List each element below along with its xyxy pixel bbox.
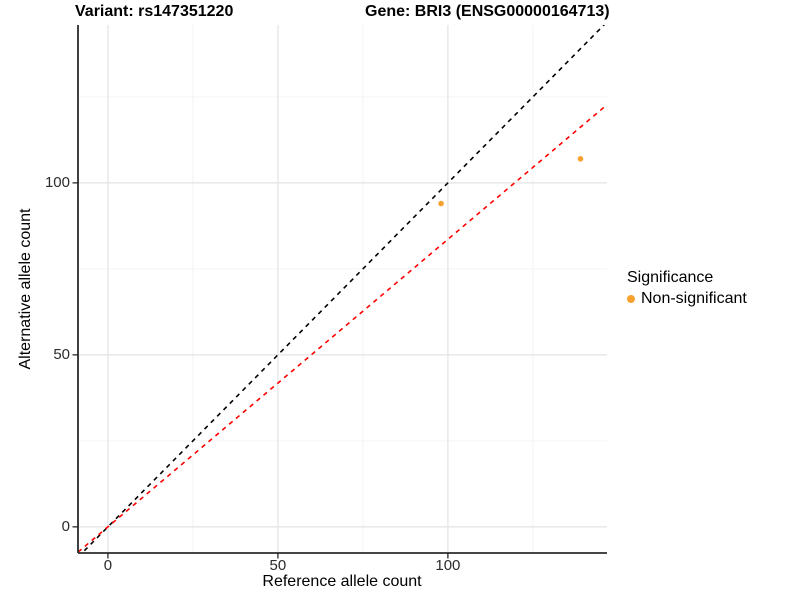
- expected-ratio-line: [78, 104, 607, 553]
- x-tick-label: 100: [435, 557, 461, 574]
- x-tick-label: 0: [103, 557, 113, 574]
- y-axis-title: Alternative allele count: [17, 208, 34, 370]
- x-axis-title: Reference allele count: [262, 573, 422, 590]
- y-tick-label: 100: [44, 173, 70, 191]
- identity-line: [80, 25, 606, 553]
- axis-lines: [77, 25, 607, 554]
- data-point: [577, 156, 584, 162]
- major-gridlines: [78, 25, 607, 553]
- legend-item: Non-significant: [627, 290, 747, 308]
- x-tick-label: 50: [269, 557, 287, 574]
- y-tick-label: 50: [53, 345, 70, 363]
- legend: Significance Non-significant: [627, 268, 747, 308]
- legend-title: Significance: [627, 269, 714, 286]
- legend-point-icon: [627, 295, 635, 303]
- minor-gridlines: [78, 25, 607, 553]
- data-point: [438, 200, 444, 207]
- y-tick-label: 0: [61, 517, 70, 535]
- gene-title: Gene: BRI3 (ENSG00000164713): [365, 3, 610, 20]
- variant-title: Variant: rs147351220: [75, 3, 234, 20]
- tick-marks: [72, 182, 449, 559]
- legend-item-label: Non-significant: [641, 290, 747, 307]
- data-points: [438, 156, 584, 207]
